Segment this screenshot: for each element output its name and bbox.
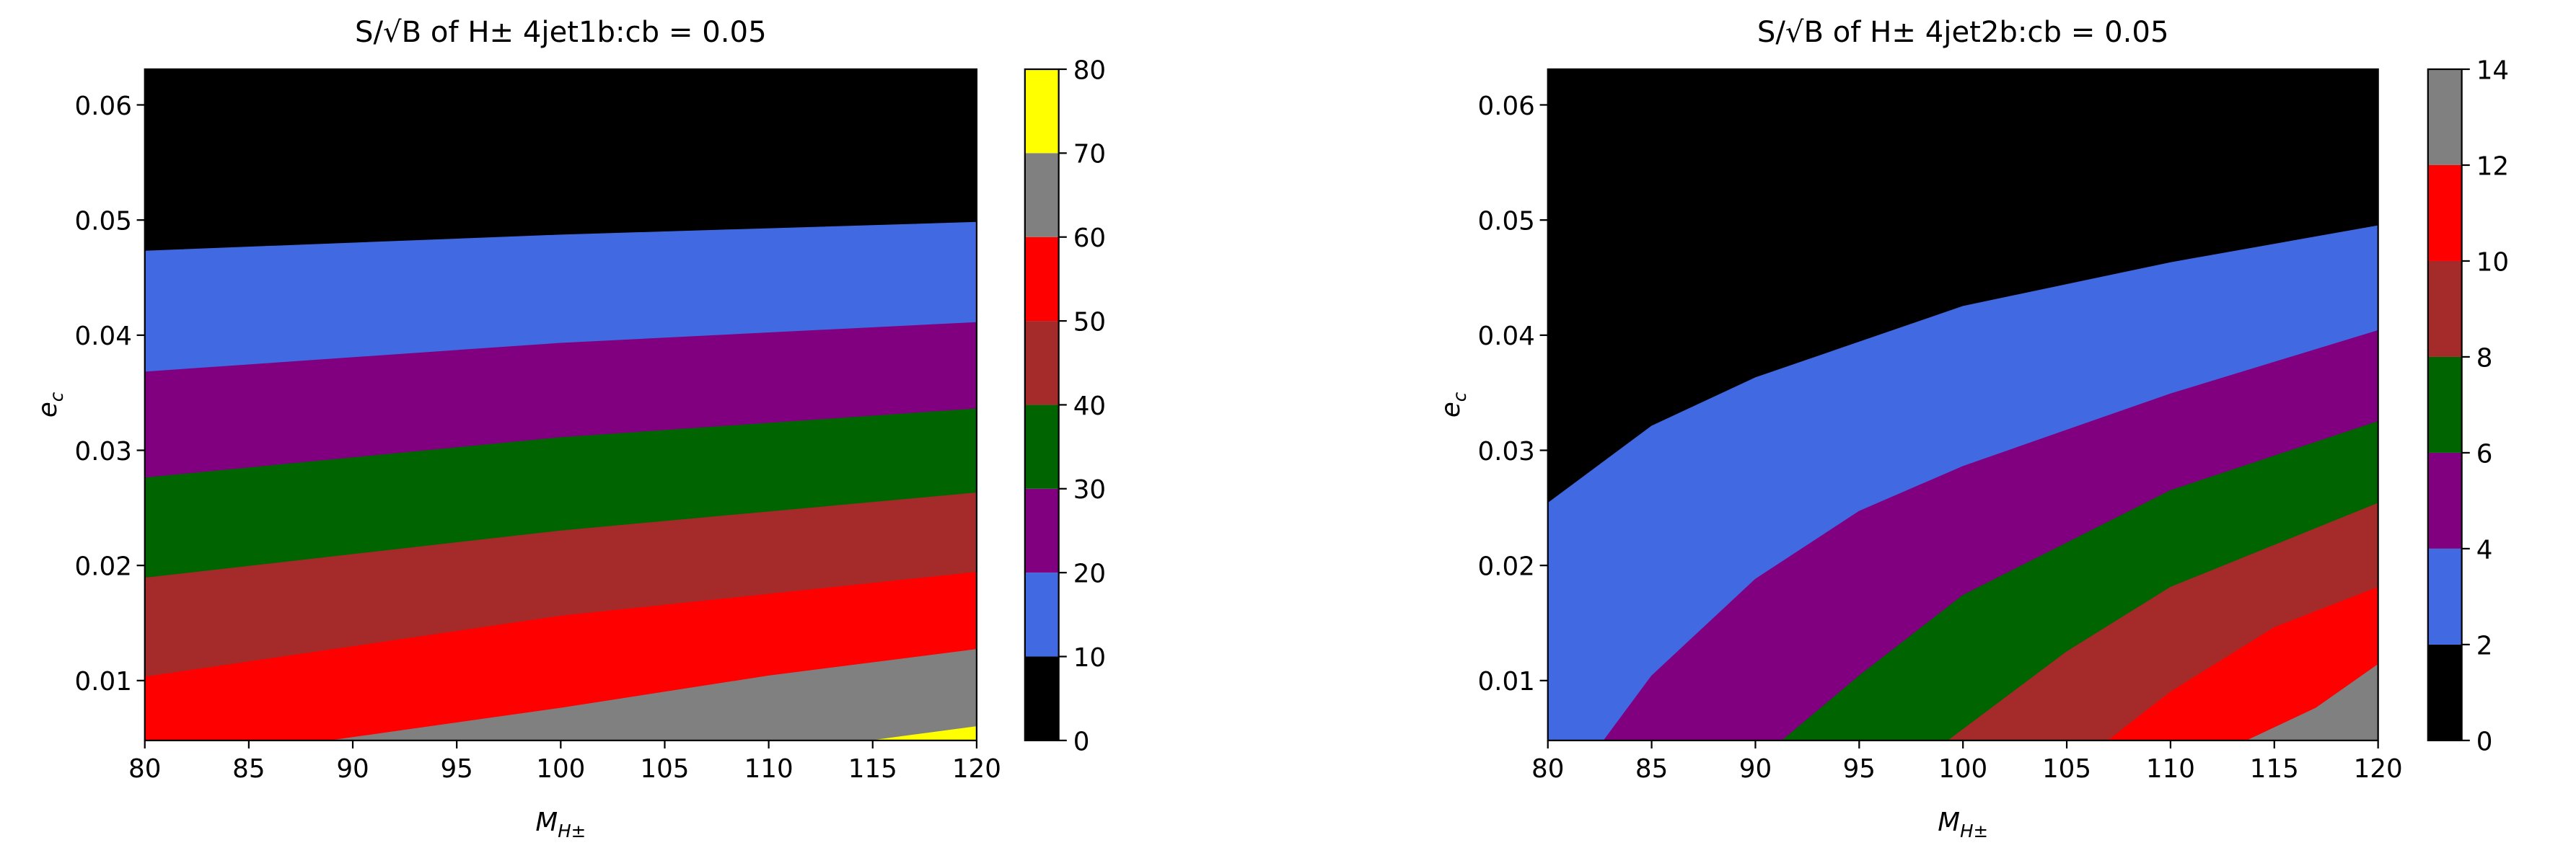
- y-tick-label: 0.02: [1477, 552, 1534, 582]
- colorbar-band: [2427, 452, 2462, 549]
- chart-title: S/√B of H± 4jet2b:cb = 0.05: [1757, 16, 2169, 49]
- x-tick-label: 110: [2146, 754, 2195, 784]
- plot-area: [144, 69, 977, 741]
- x-tick-label: 120: [952, 754, 1001, 784]
- x-label-main: M: [1938, 808, 1960, 837]
- y-tick-label: 0.04: [1477, 322, 1534, 351]
- plot-area: [1547, 69, 2378, 741]
- y-tick-label: 0.06: [74, 92, 131, 121]
- colorbar-tick-label: 80: [1073, 56, 1106, 85]
- colorbar-band: [2427, 644, 2462, 741]
- x-tick-label: 110: [744, 754, 794, 784]
- colorbar-band: [2427, 356, 2462, 453]
- contour-band: [2108, 586, 2378, 741]
- x-tick-label: 80: [1531, 754, 1564, 784]
- colorbar-band: [1024, 237, 1059, 322]
- colorbar-tick-label: 30: [1073, 475, 1106, 505]
- colorbar-band: [1024, 405, 1059, 489]
- x-axis-label: MH±: [1938, 808, 1988, 841]
- colorbar-tick-label: 50: [1073, 307, 1106, 337]
- colorbar-tick-label: 14: [2476, 56, 2509, 85]
- colorbar-tick-label: 12: [2476, 151, 2509, 181]
- colorbar-band: [1024, 69, 1059, 154]
- y-tick-label: 0.02: [74, 552, 131, 582]
- x-tick-label: 105: [2042, 754, 2091, 784]
- colorbar-tick-label: 0: [2476, 727, 2493, 756]
- colorbar-tick-label: 70: [1073, 140, 1106, 169]
- colorbar-tick-label: 10: [2476, 247, 2509, 277]
- colorbar-band: [1024, 321, 1059, 405]
- y-tick-label: 0.01: [1477, 667, 1534, 697]
- colorbar-band: [1024, 573, 1059, 657]
- y-tick-label: 0.03: [74, 437, 131, 467]
- colorbar-band: [2427, 69, 2462, 165]
- y-label-sub: c: [1449, 392, 1470, 402]
- x-tick-label: 80: [128, 754, 161, 784]
- y-tick-label: 0.03: [1477, 437, 1534, 467]
- x-tick-label: 90: [336, 754, 369, 784]
- x-tick-label: 85: [232, 754, 265, 784]
- colorbar-band: [1024, 656, 1059, 741]
- x-tick-label: 85: [1635, 754, 1668, 784]
- colorbar-tick-label: 6: [2476, 439, 2493, 469]
- y-label-main: e: [1436, 402, 1466, 417]
- colorbar-tick-label: 2: [2476, 631, 2493, 660]
- x-tick-label: 100: [536, 754, 585, 784]
- y-axis-label: ec: [1436, 392, 1470, 417]
- x-tick-label: 115: [848, 754, 897, 784]
- colorbar-tick-label: 0: [1073, 727, 1090, 756]
- colorbar-tick-label: 40: [1073, 392, 1106, 421]
- x-tick-label: 90: [1739, 754, 1772, 784]
- colorbar-band: [2427, 260, 2462, 357]
- colorbar-tick-label: 60: [1073, 224, 1106, 253]
- colorbar-band: [2427, 164, 2462, 261]
- x-label-main: M: [535, 808, 558, 837]
- colorbar-tick-label: 20: [1073, 560, 1106, 589]
- contour-band: [872, 726, 977, 741]
- contour-band: [2246, 663, 2378, 741]
- y-tick-label: 0.01: [74, 667, 131, 697]
- y-axis-label: ec: [33, 392, 67, 417]
- x-label-sub: H±: [558, 821, 586, 841]
- y-tick-label: 0.06: [1477, 92, 1534, 121]
- y-label-sub: c: [46, 392, 67, 402]
- x-tick-label: 105: [640, 754, 689, 784]
- x-axis-label: MH±: [535, 808, 586, 841]
- x-tick-label: 115: [2250, 754, 2299, 784]
- colorbar-band: [2427, 548, 2462, 645]
- colorbar-band: [1024, 488, 1059, 573]
- y-tick-label: 0.05: [1477, 207, 1534, 237]
- colorbar-tick-label: 4: [2476, 535, 2493, 565]
- x-tick-label: 100: [1938, 754, 1987, 784]
- colorbar-tick-label: 8: [2476, 343, 2493, 373]
- y-tick-label: 0.04: [74, 322, 131, 351]
- x-tick-label: 95: [440, 754, 472, 784]
- contour-band: [331, 649, 977, 741]
- y-tick-label: 0.05: [74, 207, 131, 237]
- colorbar-frame: [2427, 68, 2463, 741]
- chart-title: S/√B of H± 4jet1b:cb = 0.05: [355, 16, 767, 49]
- colorbar-tick-label: 10: [1073, 643, 1106, 673]
- x-tick-label: 95: [1843, 754, 1876, 784]
- y-label-main: e: [33, 402, 63, 417]
- colorbar-band: [1024, 153, 1059, 237]
- x-label-sub: H±: [1960, 821, 1988, 841]
- x-tick-label: 120: [2354, 754, 2403, 784]
